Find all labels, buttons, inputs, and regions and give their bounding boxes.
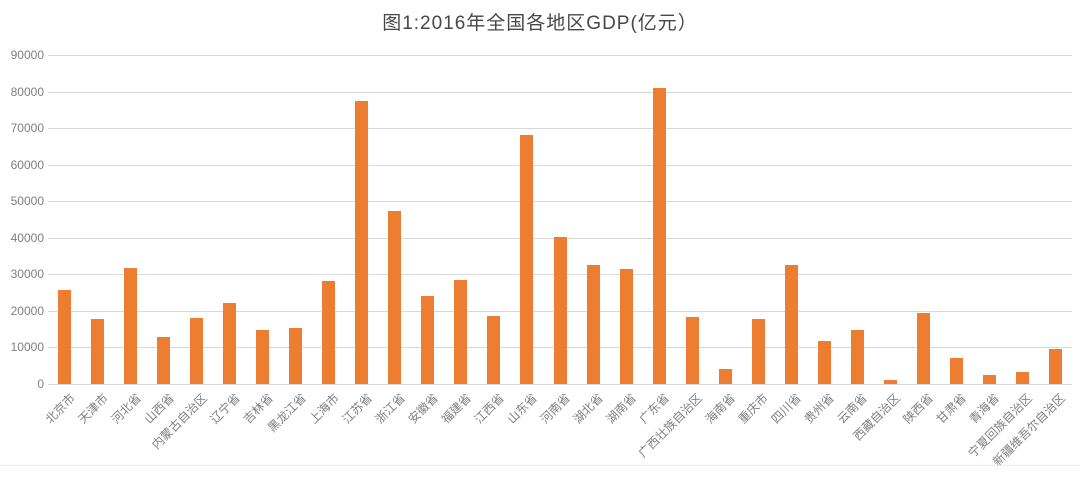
x-tick-label: 江苏省: [339, 391, 375, 427]
bar: [718, 369, 732, 384]
bar: [124, 267, 138, 384]
y-tick-label: 50000: [10, 194, 44, 209]
y-tick-label: 90000: [10, 48, 44, 62]
bar: [454, 279, 468, 384]
bar: [487, 316, 501, 384]
x-tick-label: 湖南省: [603, 391, 639, 427]
bar: [916, 313, 930, 384]
bar: [586, 264, 600, 384]
x-tick-label: 四川省: [768, 391, 805, 427]
x-tick-label: 湖北省: [570, 391, 606, 427]
gridline: [48, 201, 1072, 203]
x-tick-label: 重庆市: [735, 391, 772, 427]
bar: [520, 135, 534, 384]
bar: [388, 211, 402, 384]
bar: [553, 237, 567, 384]
y-tick-label: 0: [37, 377, 44, 391]
x-tick-label: 安徽省: [405, 391, 441, 427]
plot-area: [48, 55, 1072, 385]
x-tick-label: 甘肃省: [933, 391, 970, 427]
x-tick-label: 山东省: [504, 391, 540, 427]
bar: [91, 318, 105, 384]
bar: [322, 281, 336, 384]
bar: [685, 317, 699, 384]
x-tick-label: 贵州省: [801, 391, 838, 427]
bottom-divider: [0, 465, 1080, 466]
bar: [817, 341, 831, 384]
gridline: [48, 55, 1072, 56]
gridline: [48, 91, 1072, 93]
y-tick-label: 20000: [10, 303, 44, 318]
y-tick-label: 30000: [10, 267, 44, 282]
x-tick-label: 江西省: [471, 391, 507, 427]
bar: [223, 303, 237, 384]
bar: [58, 290, 72, 384]
bar: [1015, 372, 1029, 384]
x-tick-label: 河北省: [108, 391, 144, 427]
bar: [949, 357, 963, 384]
y-tick-label: 40000: [10, 230, 44, 245]
y-tick-label: 80000: [10, 84, 44, 99]
x-tick-label: 陕西省: [900, 391, 937, 427]
bar: [883, 379, 897, 384]
bar: [652, 88, 666, 384]
x-tick-label: 海南省: [702, 391, 739, 427]
x-tick-label: 辽宁省: [207, 391, 243, 427]
gridline: [48, 128, 1072, 130]
y-tick-label: 10000: [10, 340, 44, 355]
bar: [619, 268, 633, 384]
chart-title: 图1:2016年全国各地区GDP(亿元）: [382, 13, 698, 34]
bar: [190, 317, 204, 384]
bar: [256, 329, 270, 384]
bar: [157, 336, 171, 384]
y-tick-label: 60000: [10, 157, 44, 172]
x-tick-label: 福建省: [438, 391, 474, 427]
x-tick-label: 河南省: [537, 391, 573, 427]
y-tick-label: 70000: [10, 121, 44, 136]
gridline: [48, 384, 1072, 385]
bar: [355, 101, 369, 384]
bar: [1048, 348, 1062, 384]
x-tick-label: 上海市: [306, 391, 342, 427]
bar: [751, 319, 765, 384]
bar: [289, 327, 303, 384]
bar: [421, 295, 435, 384]
bar: [850, 329, 864, 384]
bar: [982, 374, 996, 384]
x-tick-label: 浙江省: [372, 391, 408, 427]
x-tick-label: 北京市: [42, 391, 78, 427]
x-tick-label: 天津市: [75, 391, 111, 427]
bar: [784, 264, 798, 384]
gridline: [48, 164, 1072, 166]
